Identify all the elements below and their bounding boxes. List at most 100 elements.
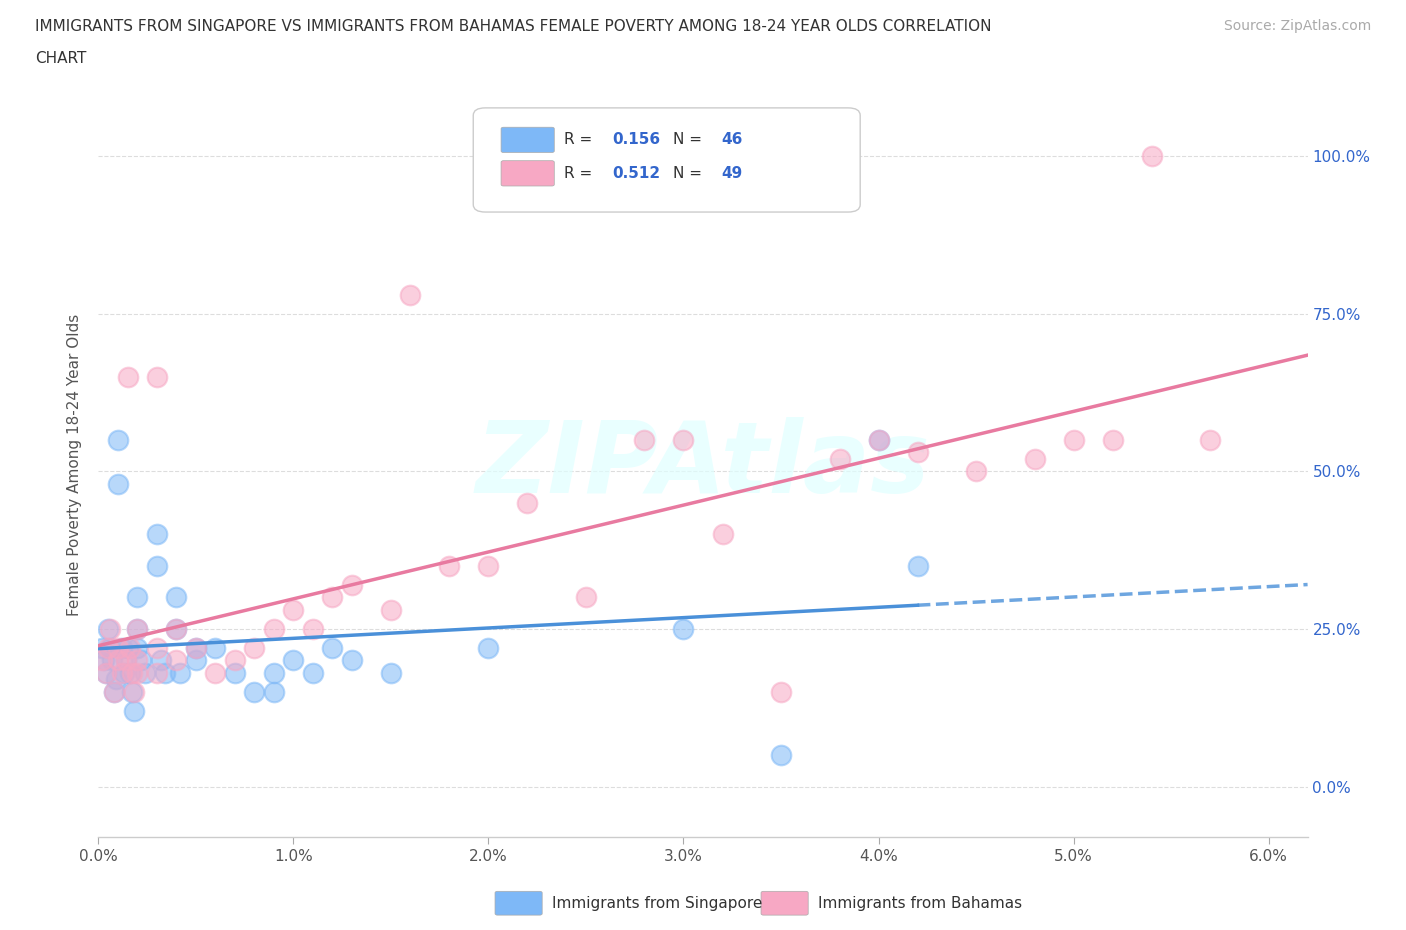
Point	[907, 558, 929, 573]
Text: 49: 49	[721, 166, 742, 180]
Point	[204, 641, 226, 656]
Point	[165, 621, 187, 636]
Point	[117, 369, 139, 384]
Text: N =: N =	[672, 132, 707, 147]
Point	[965, 464, 987, 479]
Point	[340, 578, 363, 592]
Point	[321, 590, 343, 604]
Point	[146, 641, 169, 656]
Point	[118, 641, 141, 656]
Point	[907, 445, 929, 459]
Point	[283, 653, 305, 668]
Point	[672, 432, 695, 447]
Point	[1063, 432, 1085, 447]
Point	[868, 432, 890, 447]
Point	[146, 666, 169, 681]
Point	[107, 653, 129, 668]
Point	[340, 653, 363, 668]
Point	[769, 748, 792, 763]
Point	[672, 621, 695, 636]
Point	[516, 496, 538, 511]
Point	[121, 666, 143, 681]
Point	[127, 590, 149, 604]
Point	[165, 590, 187, 604]
Point	[380, 666, 402, 681]
Point	[165, 653, 187, 668]
Point	[263, 621, 285, 636]
Point	[184, 641, 207, 656]
Point	[97, 621, 120, 636]
Point	[184, 653, 207, 668]
Point	[114, 653, 136, 668]
Point	[263, 684, 285, 699]
Point	[111, 666, 134, 681]
Point	[224, 666, 246, 681]
Point	[868, 432, 890, 447]
Point	[169, 666, 191, 681]
Text: 0.512: 0.512	[613, 166, 661, 180]
FancyBboxPatch shape	[761, 891, 808, 915]
Point	[477, 641, 499, 656]
Point	[439, 558, 461, 573]
Point	[146, 558, 169, 573]
FancyBboxPatch shape	[501, 161, 554, 186]
Point	[107, 641, 129, 656]
Point	[165, 621, 187, 636]
Point	[321, 641, 343, 656]
Point	[204, 666, 226, 681]
Point	[283, 603, 305, 618]
Text: CHART: CHART	[35, 51, 87, 66]
Point	[103, 684, 125, 699]
Point	[146, 369, 169, 384]
Point	[98, 641, 121, 656]
Point	[711, 527, 734, 542]
Point	[91, 653, 114, 668]
Point	[127, 621, 149, 636]
Point	[153, 666, 176, 681]
Text: Immigrants from Singapore: Immigrants from Singapore	[551, 896, 762, 910]
FancyBboxPatch shape	[495, 891, 543, 915]
Point	[302, 621, 325, 636]
Point	[122, 703, 145, 718]
Point	[380, 603, 402, 618]
Y-axis label: Female Poverty Among 18-24 Year Olds: Female Poverty Among 18-24 Year Olds	[67, 314, 83, 617]
Point	[127, 666, 149, 681]
Text: 46: 46	[721, 132, 742, 147]
Point	[243, 641, 266, 656]
Point	[302, 666, 325, 681]
Point	[1140, 149, 1163, 164]
Point	[399, 287, 422, 302]
Point	[121, 684, 143, 699]
Point	[131, 653, 153, 668]
Point	[575, 590, 598, 604]
Point	[122, 684, 145, 699]
Point	[107, 476, 129, 491]
Point	[118, 666, 141, 681]
Point	[112, 666, 135, 681]
Point	[134, 666, 156, 681]
FancyBboxPatch shape	[501, 127, 554, 153]
Point	[127, 621, 149, 636]
FancyBboxPatch shape	[474, 108, 860, 212]
Point	[97, 641, 120, 656]
Point	[107, 432, 129, 447]
Text: Source: ZipAtlas.com: Source: ZipAtlas.com	[1223, 19, 1371, 33]
Point	[769, 684, 792, 699]
Text: Immigrants from Bahamas: Immigrants from Bahamas	[818, 896, 1022, 910]
Text: N =: N =	[672, 166, 707, 180]
Point	[1101, 432, 1123, 447]
Point	[127, 653, 149, 668]
Point	[93, 653, 115, 668]
Point	[91, 641, 114, 656]
Text: 0.156: 0.156	[613, 132, 661, 147]
Text: R =: R =	[564, 166, 598, 180]
Point	[1024, 451, 1046, 466]
Point	[224, 653, 246, 668]
Point	[149, 653, 172, 668]
Point	[477, 558, 499, 573]
Point	[98, 621, 121, 636]
Text: IMMIGRANTS FROM SINGAPORE VS IMMIGRANTS FROM BAHAMAS FEMALE POVERTY AMONG 18-24 : IMMIGRANTS FROM SINGAPORE VS IMMIGRANTS …	[35, 19, 991, 33]
Point	[633, 432, 655, 447]
Text: R =: R =	[564, 132, 598, 147]
Point	[114, 653, 136, 668]
